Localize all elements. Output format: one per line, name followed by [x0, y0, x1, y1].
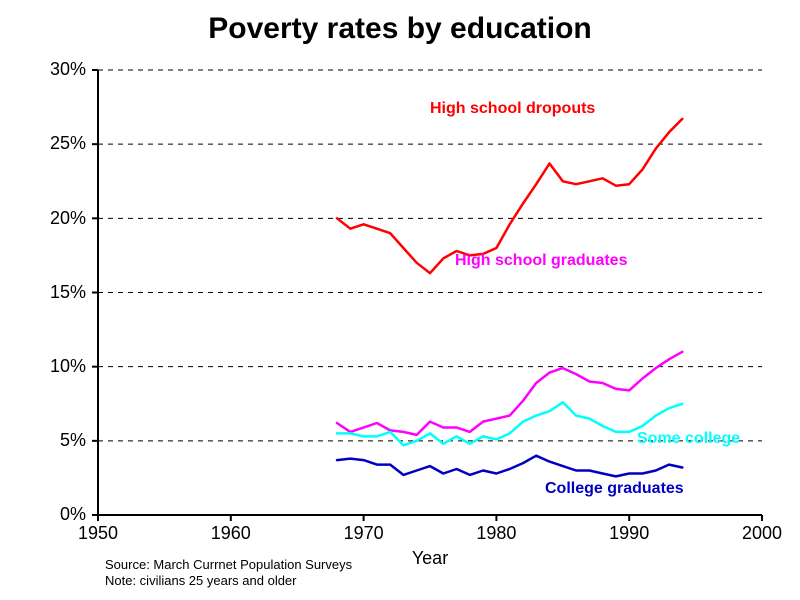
x-tick-label: 1960 [201, 523, 261, 544]
chart-container: Poverty rates by education Year 0%5%10%1… [0, 0, 800, 600]
x-axis-label: Year [400, 548, 460, 569]
y-tick-label: 20% [0, 208, 86, 229]
chart-svg [0, 0, 800, 600]
series-label: High school dropouts [430, 100, 595, 118]
y-tick-label: 15% [0, 282, 86, 303]
y-tick-label: 25% [0, 133, 86, 154]
chart-title: Poverty rates by education [0, 12, 800, 46]
x-tick-label: 1970 [334, 523, 394, 544]
x-tick-label: 2000 [732, 523, 792, 544]
series-line [337, 352, 682, 435]
footnote: Note: civilians 25 years and older [105, 573, 297, 588]
series-line [337, 402, 682, 445]
series-line [337, 119, 682, 273]
x-tick-label: 1990 [599, 523, 659, 544]
footnote: Source: March Currnet Population Surveys [105, 557, 352, 572]
series-label: Some college [637, 430, 740, 448]
series-line [337, 456, 682, 477]
y-tick-label: 30% [0, 59, 86, 80]
x-tick-label: 1950 [68, 523, 128, 544]
series-label: College graduates [545, 480, 684, 498]
x-tick-label: 1980 [466, 523, 526, 544]
series-label: High school graduates [455, 252, 627, 270]
y-tick-label: 10% [0, 356, 86, 377]
y-tick-label: 5% [0, 430, 86, 451]
